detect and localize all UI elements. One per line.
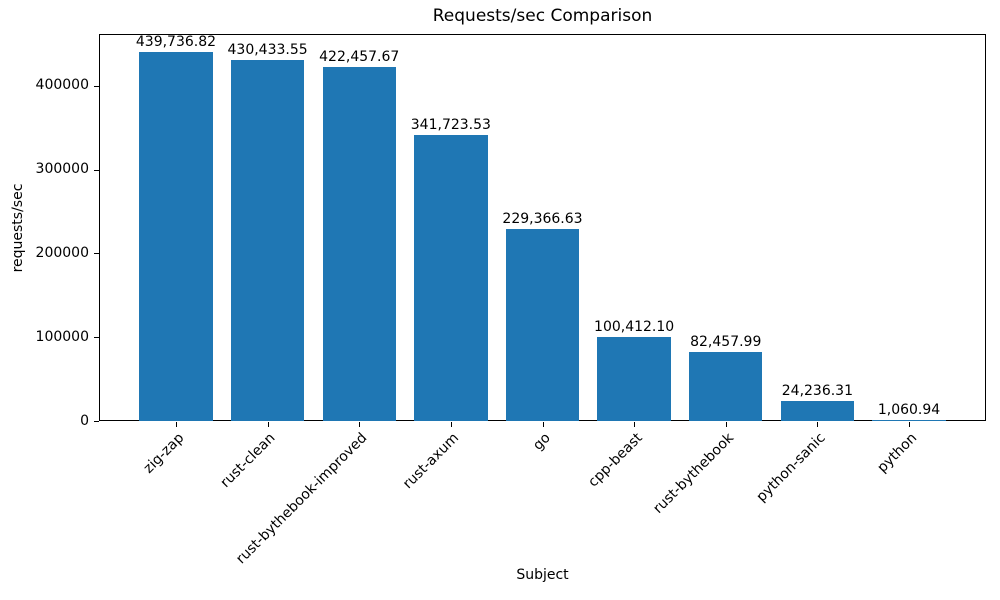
x-tick-label: python-sanic xyxy=(753,430,829,506)
x-axis-label: Subject xyxy=(516,567,569,583)
x-tick-label: python xyxy=(874,430,921,476)
bar-value-label: 430,433.55 xyxy=(227,42,308,59)
bar xyxy=(689,351,763,421)
x-axis-tick-mark xyxy=(267,422,269,427)
x-tick-label: cpp-beast xyxy=(585,430,646,491)
y-tick-label: 200000 xyxy=(35,244,89,261)
bar xyxy=(780,400,855,421)
y-axis-tick-mark xyxy=(94,169,99,171)
x-axis-tick-mark xyxy=(175,422,177,427)
x-axis-tick-mark xyxy=(725,422,727,427)
x-axis-tick-mark xyxy=(909,422,911,427)
x-axis-tick-mark xyxy=(634,422,636,427)
y-tick-label: 100000 xyxy=(35,328,89,345)
bar-value-label: 422,457.67 xyxy=(319,48,400,65)
bar xyxy=(322,66,396,421)
chart-title: Requests/sec Comparison xyxy=(432,6,653,26)
x-tick-label: rust-bythebook xyxy=(650,430,738,517)
bar-value-label: 229,366.63 xyxy=(502,210,583,227)
bar-value-label: 341,723.53 xyxy=(410,116,491,133)
y-axis-tick-mark xyxy=(94,421,99,422)
x-axis-tick-mark xyxy=(359,422,361,427)
y-axis-tick-mark xyxy=(94,337,99,339)
bar xyxy=(872,420,946,422)
bar-value-label: 24,236.31 xyxy=(781,382,854,399)
bar-value-label: 100,412.10 xyxy=(594,318,675,335)
x-axis-tick-mark xyxy=(542,422,544,427)
y-tick-label: 400000 xyxy=(35,77,89,94)
y-tick-label: 0 xyxy=(80,412,89,429)
bar xyxy=(505,228,580,421)
x-tick-label: go xyxy=(530,430,554,454)
bar xyxy=(597,336,671,421)
y-axis-tick-mark xyxy=(94,253,99,255)
y-axis-tick-mark xyxy=(94,85,99,87)
y-tick-label: 300000 xyxy=(35,161,89,178)
bar-value-label: 1,060.94 xyxy=(877,402,941,419)
bar xyxy=(230,60,305,421)
x-tick-label: zig-zap xyxy=(140,430,188,477)
bar-value-label: 82,457.99 xyxy=(690,333,762,350)
x-tick-label: rust-clean xyxy=(218,430,279,491)
bar xyxy=(414,134,488,421)
x-axis-tick-mark xyxy=(817,422,819,427)
y-axis-label: requests/sec xyxy=(10,183,26,273)
bar xyxy=(139,52,213,421)
bar-value-label: 439,736.82 xyxy=(135,34,217,51)
x-tick-label: rust-axum xyxy=(400,430,463,493)
x-axis-tick-mark xyxy=(450,422,452,427)
